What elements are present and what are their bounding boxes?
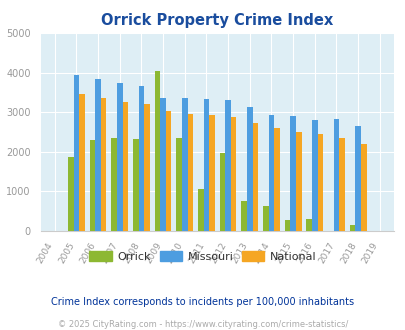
Title: Orrick Property Crime Index: Orrick Property Crime Index [101,13,333,28]
Bar [187,114,193,231]
Bar [246,107,252,231]
Bar [311,120,317,231]
Bar [290,116,295,231]
Bar [273,128,279,231]
Bar [117,83,122,231]
Bar [333,118,338,231]
Bar [338,138,344,231]
Bar [154,71,160,231]
Bar [284,219,290,231]
Text: Crime Index corresponds to incidents per 100,000 inhabitants: Crime Index corresponds to incidents per… [51,297,354,307]
Bar [111,138,117,231]
Legend: Orrick, Missouri, National: Orrick, Missouri, National [85,247,320,267]
Bar [176,138,181,231]
Bar [317,134,322,231]
Bar [73,75,79,231]
Bar [268,115,273,231]
Bar [181,98,187,231]
Bar [132,139,138,231]
Bar [203,99,209,231]
Bar [209,115,214,231]
Bar [219,153,225,231]
Bar [79,94,85,231]
Bar [354,126,360,231]
Bar [197,189,203,231]
Bar [160,98,166,231]
Bar [262,206,268,231]
Bar [349,225,354,231]
Bar [295,132,301,231]
Bar [144,104,149,231]
Bar [225,100,230,231]
Bar [230,116,236,231]
Bar [68,157,73,231]
Bar [138,86,144,231]
Bar [241,201,246,231]
Bar [360,144,366,231]
Bar [252,123,258,231]
Bar [100,98,106,231]
Bar [305,219,311,231]
Bar [95,79,100,231]
Text: © 2025 CityRating.com - https://www.cityrating.com/crime-statistics/: © 2025 CityRating.com - https://www.city… [58,319,347,329]
Bar [90,140,95,231]
Bar [166,111,171,231]
Bar [122,102,128,231]
